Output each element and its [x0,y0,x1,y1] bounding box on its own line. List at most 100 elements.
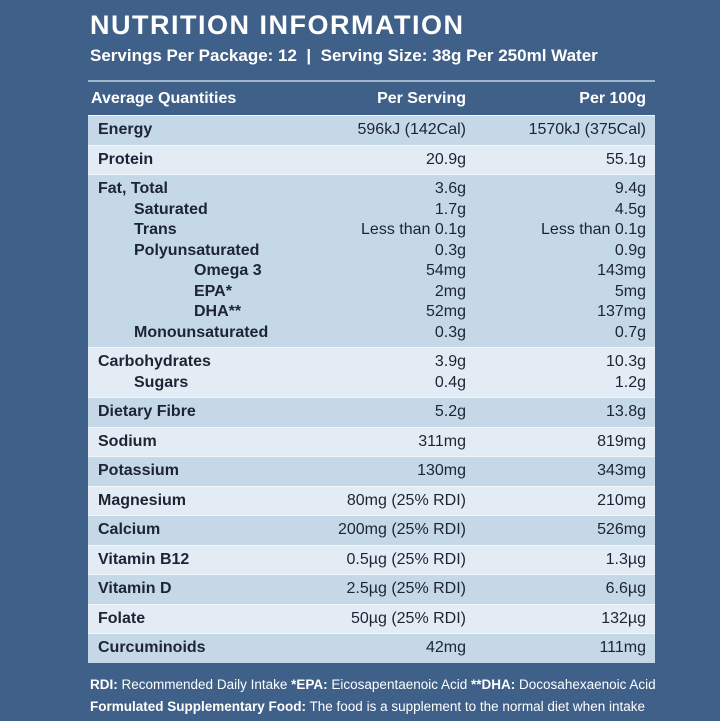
per-100g: 4.5g [614,200,646,218]
table-row: Calcium 200mg (25% RDI) 526mg [88,515,655,545]
subtitle: Servings Per Package: 12 | Serving Size:… [90,46,598,65]
table-line: Curcuminoids 42mg 111mg [88,638,655,659]
table-row: Sodium 311mg 819mg [88,426,655,456]
table-row: Potassium 130mg 343mg [88,456,655,486]
table-line: Vitamin D 2.5µg (25% RDI) 6.6µg [88,579,655,600]
table-line: Protein 20.9g 55.1g [88,150,655,171]
note-text: Recommended Daily Intake [121,677,288,692]
table-line: Trans Less than 0.1g Less than 0.1g [88,220,655,241]
row-label: Folate [98,609,146,627]
per-serving: 3.9g [434,353,466,370]
table-row: Carbohydrates 3.9g 10.3g Sugars 0.4g 1.2g [88,347,655,397]
note-text: Eicosapentaenoic Acid [331,677,468,692]
table-header: Average Quantities Per Serving Per 100g [88,86,655,115]
table-line: Magnesium 80mg (25% RDI) 210mg [88,491,655,512]
per-serving: 0.3g [434,241,466,259]
nutrition-table: Average Quantities Per Serving Per 100g … [88,86,655,663]
table-line: Sugars 0.4g 1.2g [88,373,655,394]
per-serving: 5.2g [434,403,466,420]
per-serving: 0.4g [434,373,466,391]
per-100g: 0.7g [614,323,646,341]
statement: Formulated Supplementary Food: The food … [90,699,656,714]
table-row: Dietary Fibre 5.2g 13.8g [88,397,655,427]
row-label: Curcuminoids [98,639,206,656]
per-serving: 311mg [418,432,466,450]
row-label: Sugars [134,373,189,391]
table-line: Vitamin B12 0.5µg (25% RDI) 1.3µg [88,550,655,571]
table-line: Potassium 130mg 343mg [88,461,655,482]
table-line: Dietary Fibre 5.2g 13.8g [88,402,655,423]
table-line: Monounsaturated 0.3g 0.7g [88,323,655,344]
row-label: Monounsaturated [134,323,269,341]
per-100g: 10.3g [605,353,646,370]
table-line: Omega 3 54mg 143mg [88,261,655,282]
row-label: Calcium [98,521,161,538]
per-100g: 1.2g [614,373,646,391]
table-line: Folate 50µg (25% RDI) 132µg [88,609,655,630]
table-row: Vitamin B12 0.5µg (25% RDI) 1.3µg [88,544,655,574]
per-100g: Less than 0.1g [541,221,646,238]
table-line: Sodium 311mg 819mg [88,432,655,453]
per-100g: 1570kJ (375Cal) [528,121,646,138]
per-100g: 9.4g [614,180,646,197]
table-line: DHA** 52mg 137mg [88,302,655,323]
footnotes: RDI: Recommended Daily Intake *EPA: Eico… [90,677,656,692]
statement-text: The food is a supplement to the normal d… [309,699,645,714]
per-100g: 819mg [597,432,646,450]
column-header: Per Serving [377,90,466,107]
table-row: Fat, Total 3.6g 9.4g Saturated 1.7g 4.5g Trans… [88,174,655,347]
per-serving: 2mg [434,282,466,300]
row-label: Vitamin B12 [98,550,190,568]
table-row: Folate 50µg (25% RDI) 132µg [88,603,655,633]
per-serving: 130mg [417,462,466,479]
per-100g: 526mg [597,521,646,538]
note-text: Docosahexaenoic Acid [519,677,656,692]
per-serving: 0.5µg (25% RDI) [346,550,466,568]
title: NUTRITION INFORMATION [90,10,465,40]
table-line: Polyunsaturated 0.3g 0.9g [88,241,655,262]
table-row: Curcuminoids 42mg 111mg [88,633,655,663]
table-line: Saturated 1.7g 4.5g [88,200,655,221]
per-100g: 137mg [597,303,646,320]
row-label: Saturated [134,200,208,218]
per-serving: 2.5µg (25% RDI) [346,580,466,597]
column-header: Average Quantities [91,90,237,107]
per-serving: 3.6g [434,180,466,197]
note-term: RDI: [90,677,118,692]
row-label: Carbohydrates [98,353,211,370]
per-serving: 200mg (25% RDI) [337,521,466,538]
table-line: Calcium 200mg (25% RDI) 526mg [88,520,655,541]
table-line: Carbohydrates 3.9g 10.3g [88,352,655,373]
per-100g: 5mg [614,282,646,300]
row-label: Magnesium [98,491,187,509]
per-100g: 132µg [601,609,646,627]
row-label: Energy [98,121,153,138]
per-serving: 0.3g [434,323,466,341]
per-serving: 80mg (25% RDI) [346,491,466,509]
row-label: Sodium [98,432,157,450]
per-serving: 52mg [425,303,466,320]
per-100g: 6.6µg [605,580,646,597]
note-term: *EPA: [291,677,328,692]
table-row: Vitamin D 2.5µg (25% RDI) 6.6µg [88,574,655,604]
row-label: Polyunsaturated [134,241,260,259]
row-label: EPA* [194,282,232,300]
table-row: Energy 596kJ (142Cal) 1570kJ (375Cal) [88,115,655,145]
table-line: Energy 596kJ (142Cal) 1570kJ (375Cal) [88,120,655,141]
row-label: Potassium [98,462,179,479]
per-100g: 1.3µg [605,550,646,568]
note-term: **DHA: [471,677,516,692]
table-line: EPA* 2mg 5mg [88,282,655,303]
per-100g: 55.1g [605,150,646,168]
row-label: DHA** [194,303,242,320]
per-serving: 20.9g [425,150,466,168]
per-serving: 42mg [425,639,466,656]
per-serving: 1.7g [434,200,466,218]
row-label: Vitamin D [98,580,172,597]
column-header: Per 100g [579,90,646,107]
row-label: Trans [134,221,177,238]
per-serving: 50µg (25% RDI) [350,609,466,627]
per-100g: 343mg [597,462,646,479]
per-serving: 596kJ (142Cal) [357,121,467,138]
